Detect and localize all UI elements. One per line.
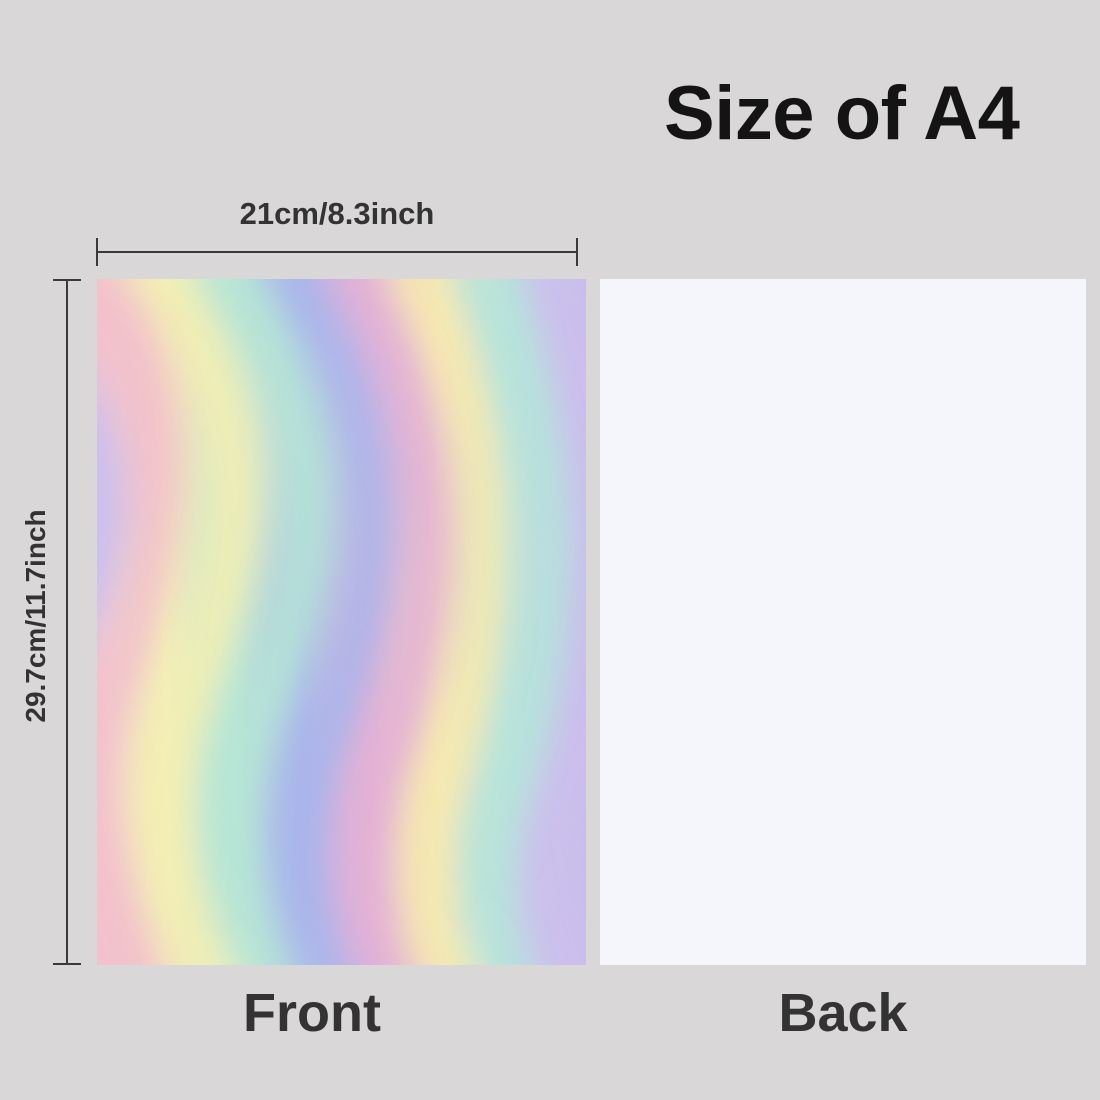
front-label: Front xyxy=(243,983,381,1043)
width-dimension-cap-left xyxy=(96,238,98,266)
page-title: Size of A4 xyxy=(664,71,1020,156)
height-dimension-label: 29.7cm/11.7inch xyxy=(20,509,51,723)
back-label: Back xyxy=(778,983,908,1043)
holographic-pattern xyxy=(97,279,586,965)
front-holographic-sheet xyxy=(97,279,586,965)
height-dimension-line xyxy=(66,280,68,965)
height-dimension-cap-bottom xyxy=(53,963,81,965)
width-dimension-label: 21cm/8.3inch xyxy=(239,196,435,231)
width-dimension-cap-right xyxy=(576,238,578,266)
back-white-sheet xyxy=(600,279,1086,965)
width-dimension-line xyxy=(96,251,578,253)
height-dimension-cap-top xyxy=(53,279,81,281)
